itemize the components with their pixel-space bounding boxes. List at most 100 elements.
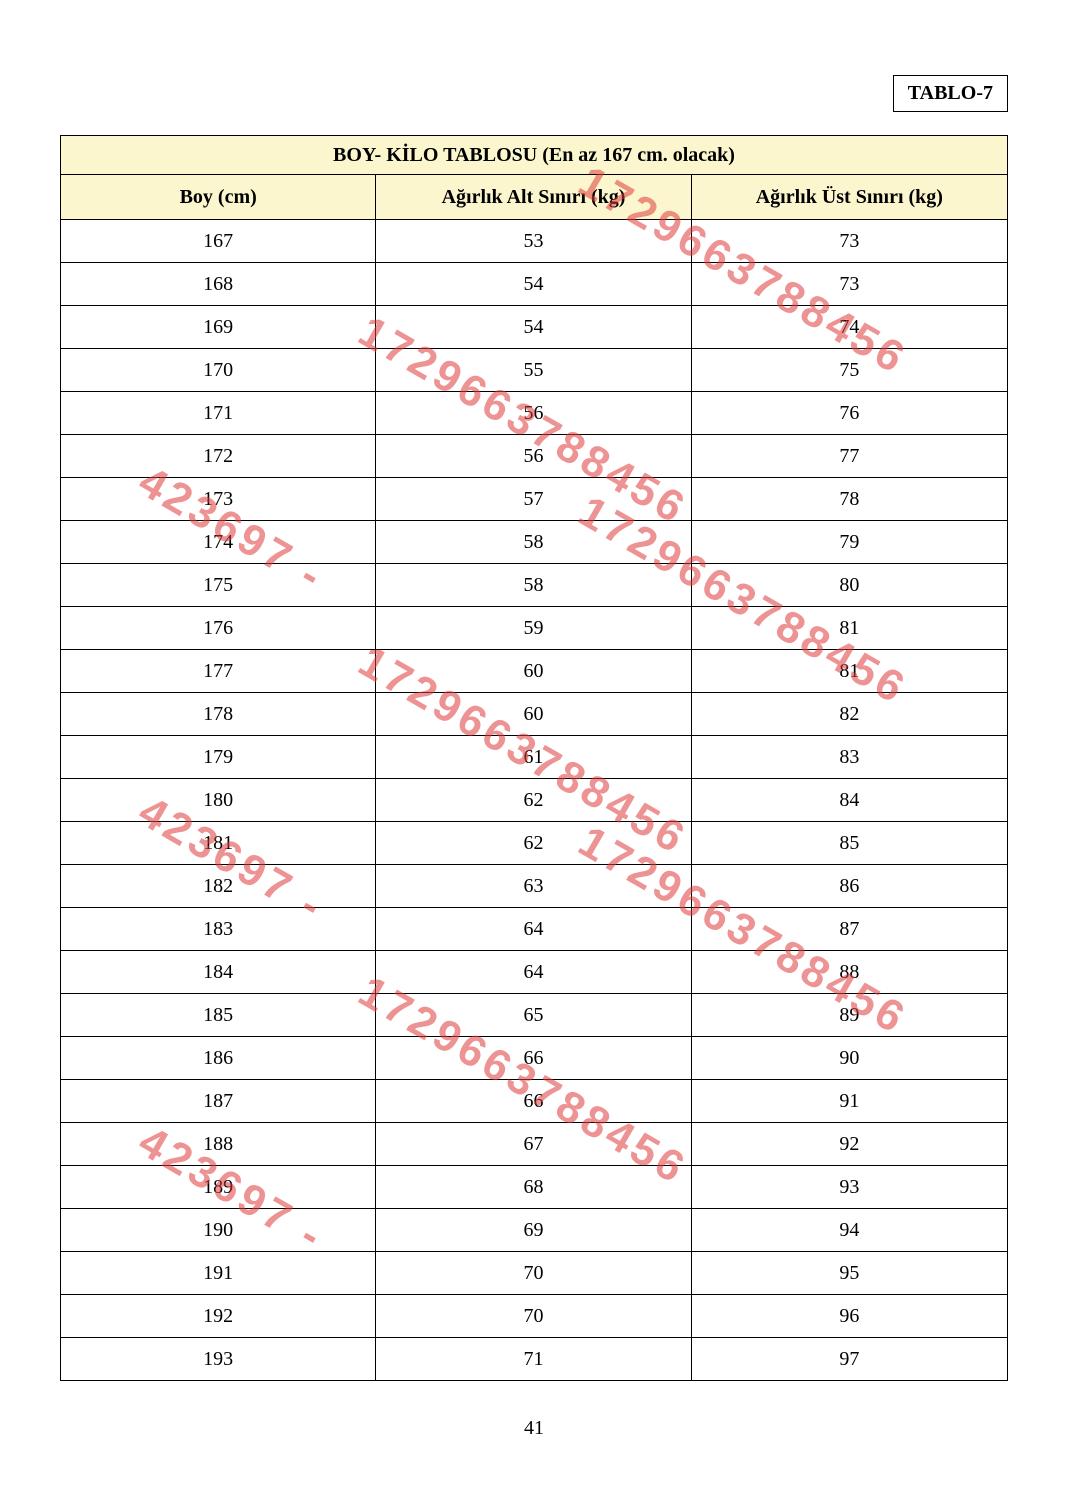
table-row: 1856589: [61, 994, 1008, 1037]
table-cell: 60: [376, 693, 691, 736]
table-cell: 96: [691, 1295, 1007, 1338]
table-header-row: Boy (cm) Ağırlık Alt Sınırı (kg) Ağırlık…: [61, 175, 1008, 220]
table-cell: 78: [691, 478, 1007, 521]
table-cell: 97: [691, 1338, 1007, 1381]
table-cell: 58: [376, 564, 691, 607]
table-cell: 171: [61, 392, 376, 435]
table-row: 1826386: [61, 865, 1008, 908]
table-cell: 182: [61, 865, 376, 908]
table-row: 1755880: [61, 564, 1008, 607]
col-header-min-weight: Ağırlık Alt Sınırı (kg): [376, 175, 691, 220]
table-cell: 66: [376, 1080, 691, 1123]
table-cell: 93: [691, 1166, 1007, 1209]
table-cell: 60: [376, 650, 691, 693]
table-row: 1715676: [61, 392, 1008, 435]
table-cell: 75: [691, 349, 1007, 392]
table-row: 1776081: [61, 650, 1008, 693]
table-row: 1765981: [61, 607, 1008, 650]
table-row: 1866690: [61, 1037, 1008, 1080]
table-cell: 64: [376, 908, 691, 951]
table-cell: 170: [61, 349, 376, 392]
table-cell: 173: [61, 478, 376, 521]
table-cell: 193: [61, 1338, 376, 1381]
table-cell: 66: [376, 1037, 691, 1080]
table-cell: 77: [691, 435, 1007, 478]
table-row: 1796183: [61, 736, 1008, 779]
table-cell: 82: [691, 693, 1007, 736]
table-cell: 74: [691, 306, 1007, 349]
table-cell: 62: [376, 822, 691, 865]
table-row: 1745879: [61, 521, 1008, 564]
table-row: 1725677: [61, 435, 1008, 478]
table-cell: 172: [61, 435, 376, 478]
table-label: TABLO-7: [908, 82, 993, 104]
table-cell: 69: [376, 1209, 691, 1252]
table-row: 1876691: [61, 1080, 1008, 1123]
table-row: 1675373: [61, 220, 1008, 263]
table-cell: 55: [376, 349, 691, 392]
table-cell: 179: [61, 736, 376, 779]
table-cell: 57: [376, 478, 691, 521]
table-row: 1917095: [61, 1252, 1008, 1295]
height-weight-table: BOY- KİLO TABLOSU (En az 167 cm. olacak)…: [60, 135, 1008, 1381]
table-cell: 76: [691, 392, 1007, 435]
table-cell: 84: [691, 779, 1007, 822]
table-cell: 87: [691, 908, 1007, 951]
table-cell: 89: [691, 994, 1007, 1037]
table-cell: 94: [691, 1209, 1007, 1252]
table-cell: 79: [691, 521, 1007, 564]
table-cell: 91: [691, 1080, 1007, 1123]
table-label-box: TABLO-7: [893, 75, 1008, 112]
table-row: 1695474: [61, 306, 1008, 349]
table-cell: 174: [61, 521, 376, 564]
table-row: 1896893: [61, 1166, 1008, 1209]
table-row: 1705575: [61, 349, 1008, 392]
table-cell: 64: [376, 951, 691, 994]
table-cell: 56: [376, 392, 691, 435]
page-number: 41: [0, 1417, 1068, 1440]
table-cell: 70: [376, 1252, 691, 1295]
table-cell: 73: [691, 220, 1007, 263]
table-cell: 86: [691, 865, 1007, 908]
table-cell: 73: [691, 263, 1007, 306]
table-row: 1836487: [61, 908, 1008, 951]
table-row: 1786082: [61, 693, 1008, 736]
table-cell: 54: [376, 306, 691, 349]
table-cell: 81: [691, 650, 1007, 693]
table-cell: 56: [376, 435, 691, 478]
table-cell: 177: [61, 650, 376, 693]
table-row: 1927096: [61, 1295, 1008, 1338]
table-cell: 181: [61, 822, 376, 865]
table-cell: 58: [376, 521, 691, 564]
table-cell: 95: [691, 1252, 1007, 1295]
table-cell: 68: [376, 1166, 691, 1209]
table-row: 1846488: [61, 951, 1008, 994]
table-cell: 92: [691, 1123, 1007, 1166]
table-cell: 59: [376, 607, 691, 650]
table-row: 1906994: [61, 1209, 1008, 1252]
table-row: 1937197: [61, 1338, 1008, 1381]
table-body: 1675373168547316954741705575171567617256…: [61, 220, 1008, 1381]
table-title-row: BOY- KİLO TABLOSU (En az 167 cm. olacak): [61, 136, 1008, 175]
table-row: 1685473: [61, 263, 1008, 306]
table-cell: 81: [691, 607, 1007, 650]
table-cell: 85: [691, 822, 1007, 865]
table-cell: 187: [61, 1080, 376, 1123]
table-cell: 90: [691, 1037, 1007, 1080]
col-header-height: Boy (cm): [61, 175, 376, 220]
table-cell: 186: [61, 1037, 376, 1080]
page: TABLO-7 BOY- KİLO TABLOSU (En az 167 cm.…: [0, 0, 1068, 1510]
table-cell: 83: [691, 736, 1007, 779]
table-cell: 191: [61, 1252, 376, 1295]
table-cell: 183: [61, 908, 376, 951]
table-cell: 80: [691, 564, 1007, 607]
table-cell: 178: [61, 693, 376, 736]
table-cell: 167: [61, 220, 376, 263]
table-row: 1735778: [61, 478, 1008, 521]
table-cell: 61: [376, 736, 691, 779]
table-cell: 184: [61, 951, 376, 994]
table-cell: 67: [376, 1123, 691, 1166]
table-cell: 88: [691, 951, 1007, 994]
table-cell: 70: [376, 1295, 691, 1338]
table-cell: 71: [376, 1338, 691, 1381]
